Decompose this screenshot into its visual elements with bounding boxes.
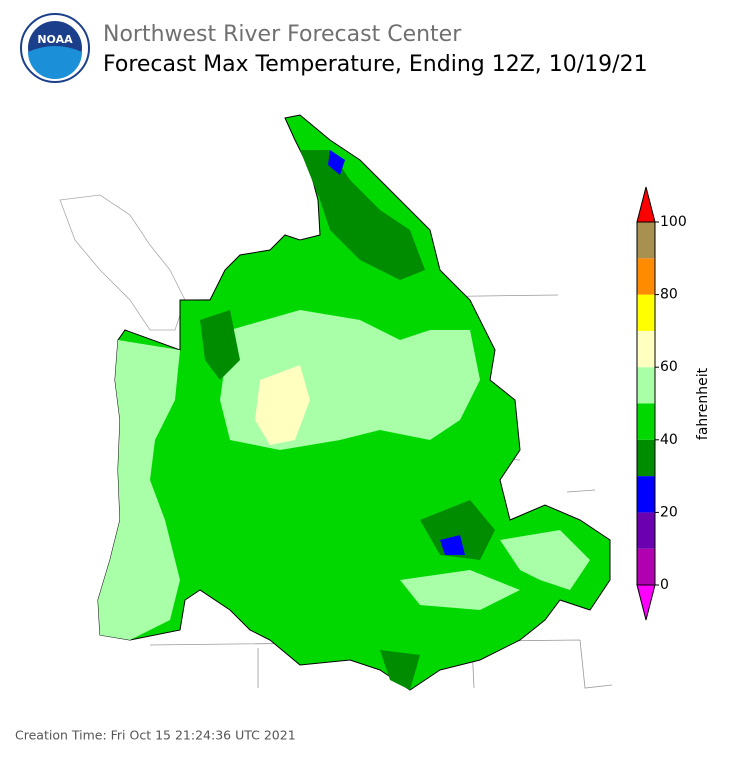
colorbar-segment xyxy=(637,439,655,477)
colorbar-tick-label: 60 xyxy=(660,359,678,375)
map xyxy=(59,114,613,691)
colorbar-tick-label: 80 xyxy=(660,287,678,303)
colorbar-segment xyxy=(637,512,655,549)
colorbar-tick-label: 40 xyxy=(660,432,678,448)
colorbar-frame xyxy=(636,221,656,586)
colorbar-segment xyxy=(637,258,655,295)
colorbar: 0 20 40 60 80 100 xyxy=(636,186,687,621)
colorbar-segment xyxy=(637,222,655,259)
colorbar-label: fahrenheit xyxy=(695,367,711,440)
colorbar-segment xyxy=(637,330,655,368)
title: Northwest River Forecast Center xyxy=(103,22,462,47)
logo-text: NOAA xyxy=(37,33,73,46)
logo: NOAA xyxy=(20,13,90,83)
footer: Creation Time: Fri Oct 15 21:24:36 UTC 2… xyxy=(15,728,296,743)
colorbar-segment xyxy=(637,294,655,331)
colorbar-segment xyxy=(637,367,655,404)
colorbar-tick-label: 20 xyxy=(660,504,678,520)
colorbar-segment xyxy=(637,403,655,440)
subtitle: Forecast Max Temperature, Ending 12Z, 10… xyxy=(103,52,648,77)
colorbar-segment xyxy=(637,548,655,585)
colorbar-tick-label: 100 xyxy=(660,214,687,230)
colorbar-tick-label: 0 xyxy=(660,577,669,593)
colorbar-segment xyxy=(637,476,655,513)
